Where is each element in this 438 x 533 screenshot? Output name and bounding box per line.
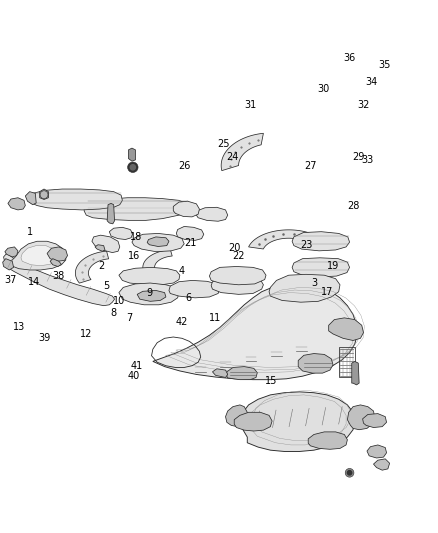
Text: 25: 25 [217, 139, 230, 149]
Polygon shape [11, 241, 66, 270]
Polygon shape [249, 230, 328, 249]
Text: 40: 40 [128, 371, 140, 381]
Text: 4: 4 [179, 266, 185, 276]
Circle shape [345, 469, 354, 477]
Polygon shape [234, 413, 272, 431]
Polygon shape [47, 247, 67, 261]
Text: 21: 21 [184, 238, 197, 247]
Polygon shape [352, 361, 359, 385]
Polygon shape [75, 251, 109, 283]
Polygon shape [132, 233, 184, 252]
Text: 42: 42 [176, 317, 188, 327]
Text: 23: 23 [300, 240, 312, 250]
Text: 30: 30 [317, 84, 329, 94]
Polygon shape [298, 353, 333, 373]
Text: 5: 5 [103, 281, 109, 291]
Polygon shape [21, 246, 57, 265]
Polygon shape [209, 266, 266, 285]
Text: 36: 36 [343, 53, 356, 63]
Polygon shape [227, 367, 257, 379]
Text: 35: 35 [378, 60, 391, 70]
Polygon shape [119, 283, 179, 305]
Polygon shape [374, 459, 390, 470]
Text: 12: 12 [80, 329, 92, 339]
Polygon shape [367, 445, 387, 458]
Text: 33: 33 [361, 155, 373, 165]
Text: 17: 17 [321, 287, 333, 297]
Polygon shape [128, 148, 135, 161]
Polygon shape [119, 268, 180, 285]
Text: 32: 32 [357, 100, 370, 110]
Text: 13: 13 [13, 322, 25, 333]
Polygon shape [107, 204, 115, 224]
Polygon shape [211, 276, 263, 294]
Text: 34: 34 [365, 77, 378, 86]
Text: 3: 3 [312, 278, 318, 288]
Text: 38: 38 [52, 271, 64, 281]
Polygon shape [153, 284, 357, 379]
Polygon shape [363, 414, 387, 427]
Polygon shape [242, 392, 355, 451]
Text: 29: 29 [352, 152, 364, 162]
Text: 9: 9 [146, 288, 152, 297]
Text: 11: 11 [208, 313, 221, 323]
Polygon shape [177, 227, 204, 240]
Text: 7: 7 [127, 313, 133, 323]
Polygon shape [4, 254, 115, 305]
Polygon shape [25, 192, 36, 205]
Text: 27: 27 [304, 160, 317, 171]
Text: 1: 1 [27, 227, 33, 237]
Text: 41: 41 [131, 361, 143, 371]
Polygon shape [226, 405, 247, 426]
Polygon shape [269, 274, 340, 302]
Text: 8: 8 [111, 308, 117, 318]
Text: 10: 10 [113, 296, 125, 306]
Polygon shape [221, 133, 263, 171]
Text: 31: 31 [244, 100, 257, 110]
Circle shape [40, 191, 48, 199]
Text: 14: 14 [28, 277, 40, 287]
Polygon shape [50, 259, 61, 266]
Polygon shape [5, 247, 18, 257]
Polygon shape [3, 259, 14, 270]
Text: 15: 15 [265, 376, 277, 385]
Text: 24: 24 [226, 152, 238, 162]
Polygon shape [292, 232, 350, 251]
Circle shape [347, 471, 352, 475]
Text: 39: 39 [38, 333, 50, 343]
Polygon shape [196, 207, 228, 221]
Text: 37: 37 [5, 276, 17, 286]
Text: 22: 22 [232, 251, 245, 261]
Circle shape [130, 165, 135, 170]
Polygon shape [8, 198, 25, 210]
Polygon shape [147, 237, 169, 246]
Text: 26: 26 [178, 160, 191, 171]
Polygon shape [292, 258, 350, 277]
Polygon shape [95, 245, 105, 251]
Polygon shape [84, 198, 189, 220]
Polygon shape [143, 249, 172, 276]
Polygon shape [328, 318, 364, 341]
Polygon shape [173, 201, 199, 217]
Polygon shape [212, 369, 228, 377]
Text: 6: 6 [185, 293, 191, 303]
Text: 18: 18 [130, 232, 142, 242]
Polygon shape [308, 432, 347, 449]
Polygon shape [110, 228, 133, 239]
Polygon shape [347, 405, 375, 430]
Polygon shape [40, 189, 48, 199]
Text: 28: 28 [348, 200, 360, 211]
Text: 19: 19 [327, 261, 339, 271]
Polygon shape [169, 280, 220, 298]
Polygon shape [137, 290, 166, 301]
Text: 16: 16 [128, 251, 140, 261]
Text: 20: 20 [228, 243, 240, 253]
Text: 2: 2 [99, 261, 105, 271]
Circle shape [127, 162, 138, 173]
Polygon shape [92, 235, 120, 253]
Polygon shape [27, 189, 122, 210]
